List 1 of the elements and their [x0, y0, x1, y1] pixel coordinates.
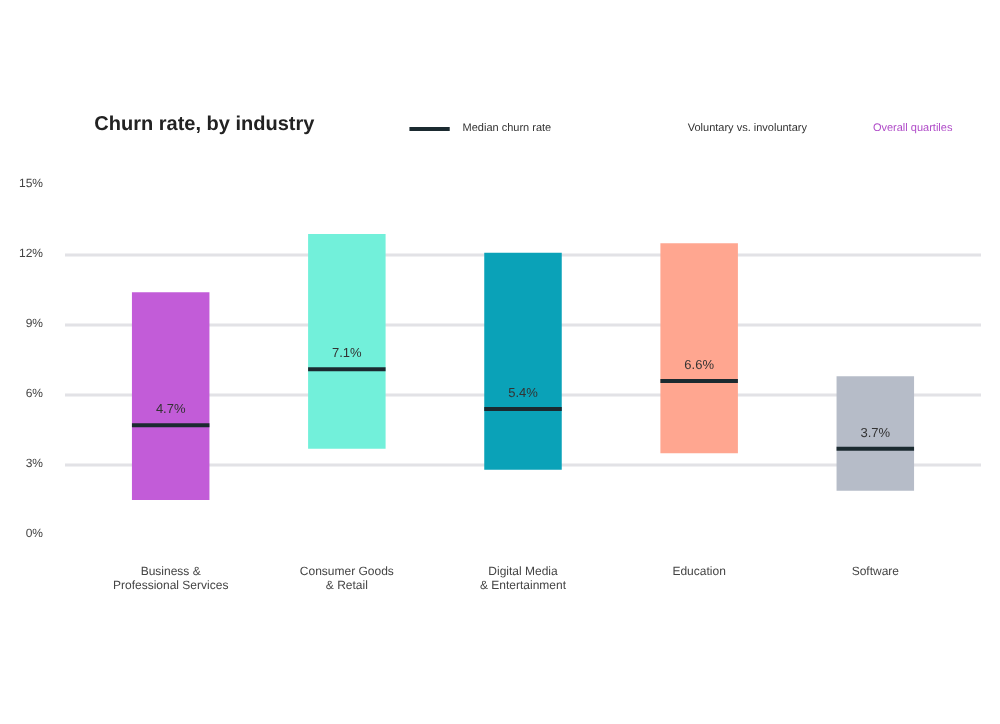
chart-title: Churn rate, by industry	[94, 114, 316, 136]
